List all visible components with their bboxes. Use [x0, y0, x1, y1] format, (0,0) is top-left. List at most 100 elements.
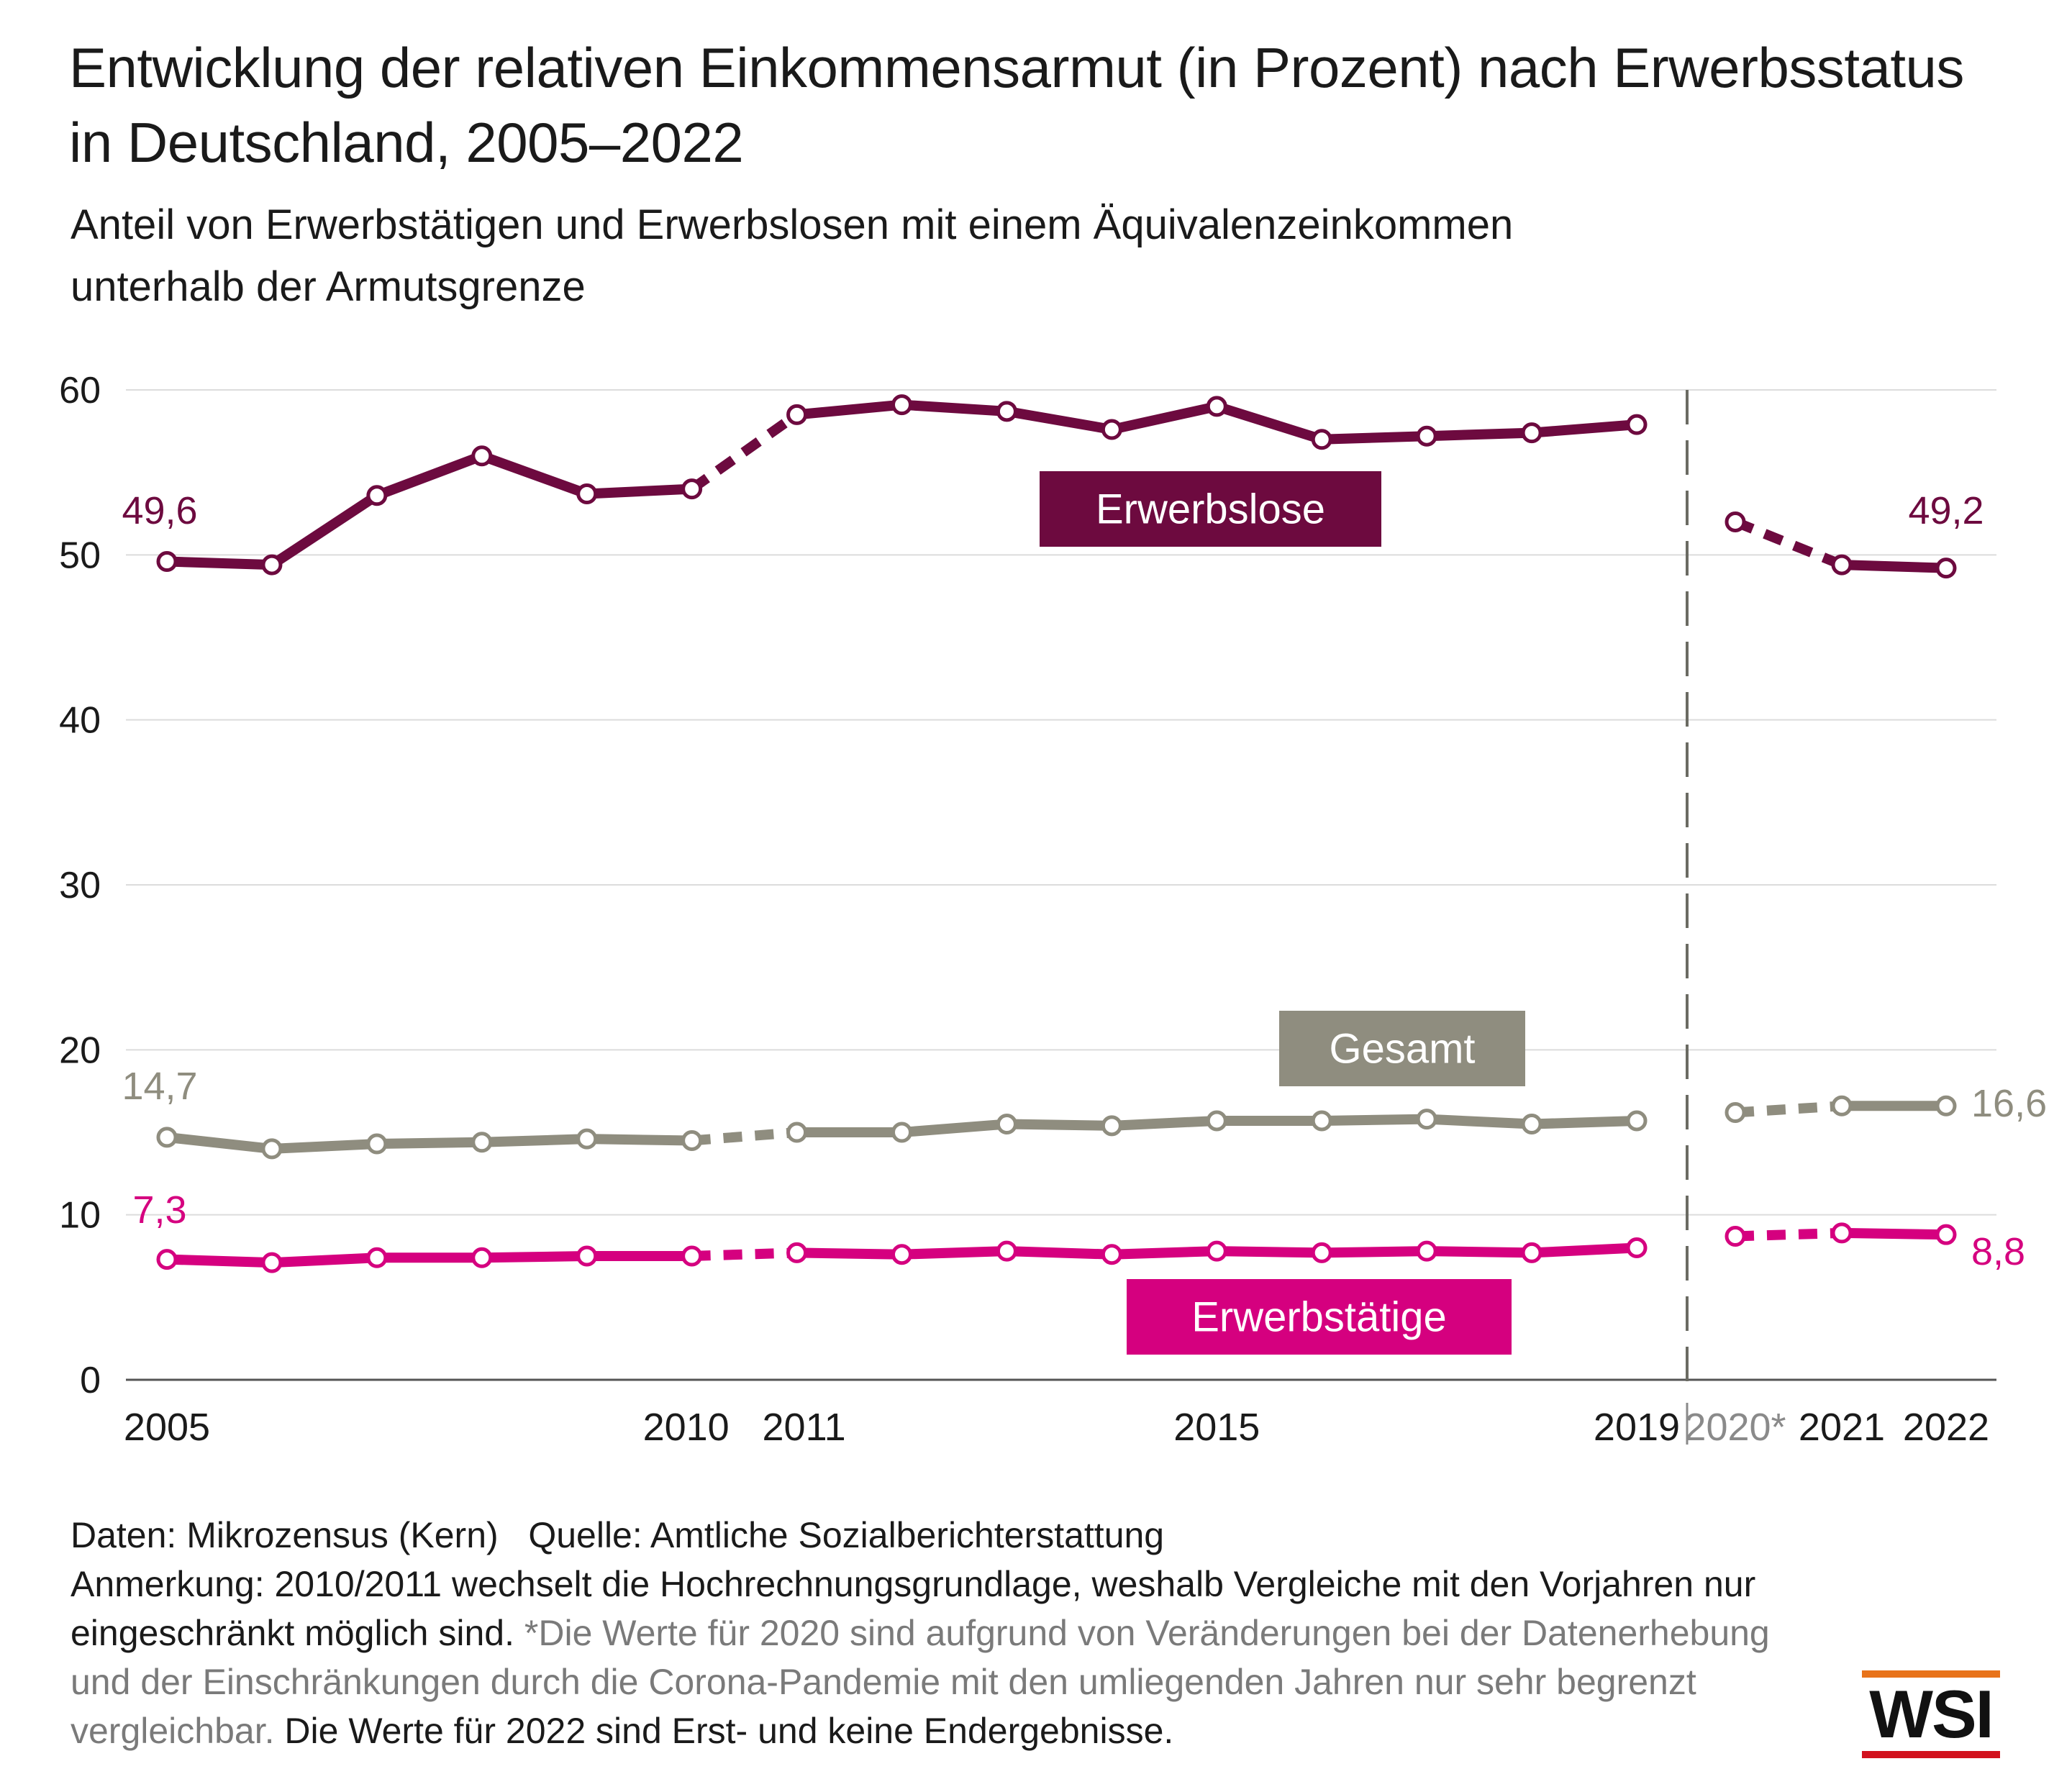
series-line-segment — [1317, 1114, 1432, 1126]
y-tick-label: 40 — [59, 700, 101, 742]
y-tick-label: 30 — [59, 865, 101, 906]
data-point — [1626, 1110, 1648, 1132]
x-tick-label: 2015 — [1173, 1406, 1260, 1449]
x-tick-label: 2019 — [1594, 1406, 1680, 1449]
data-point — [1311, 429, 1332, 450]
series-line-segment — [1527, 419, 1642, 438]
series-line-segment — [1527, 1115, 1642, 1129]
data-point — [1416, 425, 1437, 447]
series-line-segment — [689, 410, 800, 494]
footer-note: Anmerkung: 2010/2011 wechselt die Hochre… — [71, 1560, 1812, 1755]
data-point — [786, 1122, 808, 1143]
series-line-segment — [1837, 1227, 1951, 1240]
series-line-segment — [266, 490, 382, 570]
note-2020-text: *Die Werte für 2020 sind aufgrund von Ve… — [71, 1613, 1770, 1751]
series-line-segment — [1001, 1246, 1117, 1260]
series-line-segment — [1212, 401, 1327, 445]
data-point — [1101, 1115, 1122, 1137]
data-point — [1935, 1095, 1957, 1116]
data-point — [1206, 1110, 1227, 1132]
data-point — [156, 551, 178, 573]
series-line-segment — [1735, 1101, 1842, 1118]
line-chart: 0 10 20 30 40 50 60 2005 2010 2011 2015 2019 2020* 20… — [59, 370, 2047, 1449]
wsi-logo: WSI — [1862, 1670, 2000, 1758]
series-line-segment — [791, 399, 907, 420]
data-point — [1521, 1114, 1542, 1135]
x-tick-label: 2011 — [763, 1406, 846, 1449]
series-line-segment — [1527, 1242, 1642, 1258]
series-line-segment — [162, 556, 277, 570]
logo-text: WSI — [1869, 1676, 1994, 1752]
x-tick-label: 2021 — [1799, 1406, 1885, 1449]
series-line-segment — [1422, 1246, 1537, 1258]
series-line-segment — [162, 1132, 277, 1154]
series-line-segment — [1107, 1115, 1222, 1131]
data-point — [1416, 1109, 1437, 1130]
series-line-segment — [791, 1247, 907, 1260]
series-line-segment — [266, 1139, 382, 1154]
y-tick-label: 10 — [59, 1195, 101, 1237]
end-value-label: 16,6 — [1971, 1082, 2047, 1125]
data-point — [1626, 1237, 1648, 1259]
data-point — [1626, 414, 1648, 435]
series-line-segment — [896, 1246, 1012, 1260]
data-point — [366, 485, 388, 506]
series-line-segment — [691, 1247, 797, 1261]
x-tick-label: 2010 — [643, 1406, 730, 1449]
data-point — [891, 394, 912, 416]
data-point — [261, 1138, 283, 1160]
series-line-segment — [1837, 560, 1951, 573]
series-line-segment — [896, 399, 1012, 417]
series-line-segment — [691, 1127, 798, 1146]
series-line-segment — [1001, 1119, 1117, 1131]
series-line-segment — [1001, 406, 1117, 435]
x-tick-label: 2020* — [1684, 1406, 1786, 1449]
data-point — [786, 1242, 808, 1263]
logo-bar-bottom — [1862, 1751, 2000, 1758]
data-point — [1725, 511, 1746, 532]
y-tick-label: 50 — [59, 535, 101, 576]
data-point — [1831, 1222, 1853, 1244]
data-point — [786, 404, 808, 425]
series-line-segment — [581, 483, 697, 499]
data-point — [1521, 1242, 1542, 1263]
legend-gesamt-box — [1279, 1011, 1525, 1086]
data-point — [1206, 396, 1227, 417]
data-point — [576, 1245, 598, 1267]
data-point — [471, 1247, 493, 1268]
data-point — [1935, 558, 1957, 579]
y-tick-label: 0 — [80, 1360, 101, 1401]
chart-title: Entwicklung der relativen Einkommensarmu… — [69, 36, 1964, 174]
series-line-segment — [476, 1134, 592, 1147]
x-tick-label: 2005 — [124, 1406, 210, 1449]
data-point — [996, 1240, 1017, 1262]
series-line-segment — [1107, 401, 1222, 435]
data-point — [996, 401, 1017, 422]
data-point — [156, 1127, 178, 1148]
data-point — [1935, 1224, 1957, 1245]
data-point — [1725, 1101, 1746, 1123]
footer-source: Daten: Mikrozensus (Kern) Quelle: Amtlic… — [71, 1511, 1912, 1560]
data-point — [681, 1129, 703, 1151]
data-point — [681, 478, 703, 500]
note-text: Anmerkung: 2010/2011 wechselt die Hochre… — [71, 1564, 1756, 1653]
series-line-segment — [476, 1251, 592, 1263]
data-point — [471, 445, 493, 467]
note-2022-text: Die Werte für 2022 sind Erst- und keine … — [284, 1711, 1174, 1751]
data-point — [1101, 1244, 1122, 1265]
data-point — [471, 1132, 493, 1153]
data-point — [1416, 1240, 1437, 1262]
series-line-segment — [1422, 427, 1537, 442]
y-tick-label: 60 — [59, 370, 101, 411]
series-line-segment — [1422, 1114, 1537, 1129]
series-line-segment — [896, 1119, 1012, 1137]
y-tick-label: 20 — [59, 1029, 101, 1071]
data-point — [366, 1247, 388, 1268]
series-line-segment — [371, 1137, 487, 1150]
start-value-label: 7,3 — [132, 1188, 186, 1232]
data-point — [1101, 419, 1122, 440]
data-point — [996, 1114, 1017, 1135]
series-line-segment — [476, 450, 592, 499]
series-line-segment — [266, 1252, 382, 1268]
end-value-label: 8,8 — [1971, 1230, 2025, 1273]
